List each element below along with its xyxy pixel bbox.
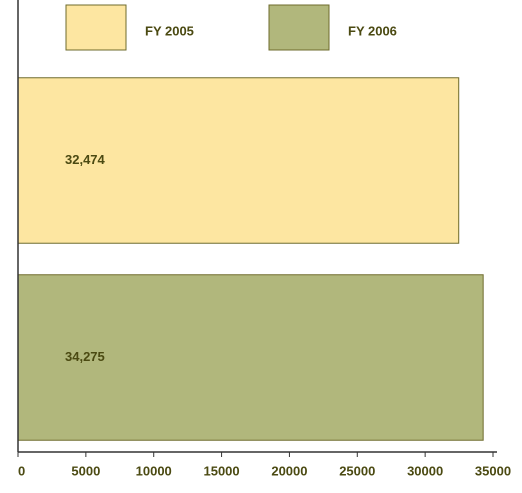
bar <box>17 274 484 441</box>
data-label: 32,474 <box>65 152 106 167</box>
x-tick-label: 0 <box>18 463 25 478</box>
x-tick-label: 20000 <box>271 463 307 478</box>
legend-label: FY 2006 <box>348 23 397 38</box>
x-tick-label: 30000 <box>407 463 443 478</box>
legend-label: FY 2005 <box>145 23 194 38</box>
x-tick-label: 25000 <box>339 463 375 478</box>
x-tick-label: 15000 <box>203 463 239 478</box>
x-tick-label: 10000 <box>136 463 172 478</box>
bar <box>17 77 460 244</box>
legend-swatch <box>65 4 127 51</box>
x-tick-label: 5000 <box>71 463 100 478</box>
data-label: 34,275 <box>65 349 105 364</box>
x-tick-label: 35000 <box>475 463 511 478</box>
legend-swatch <box>268 4 330 51</box>
